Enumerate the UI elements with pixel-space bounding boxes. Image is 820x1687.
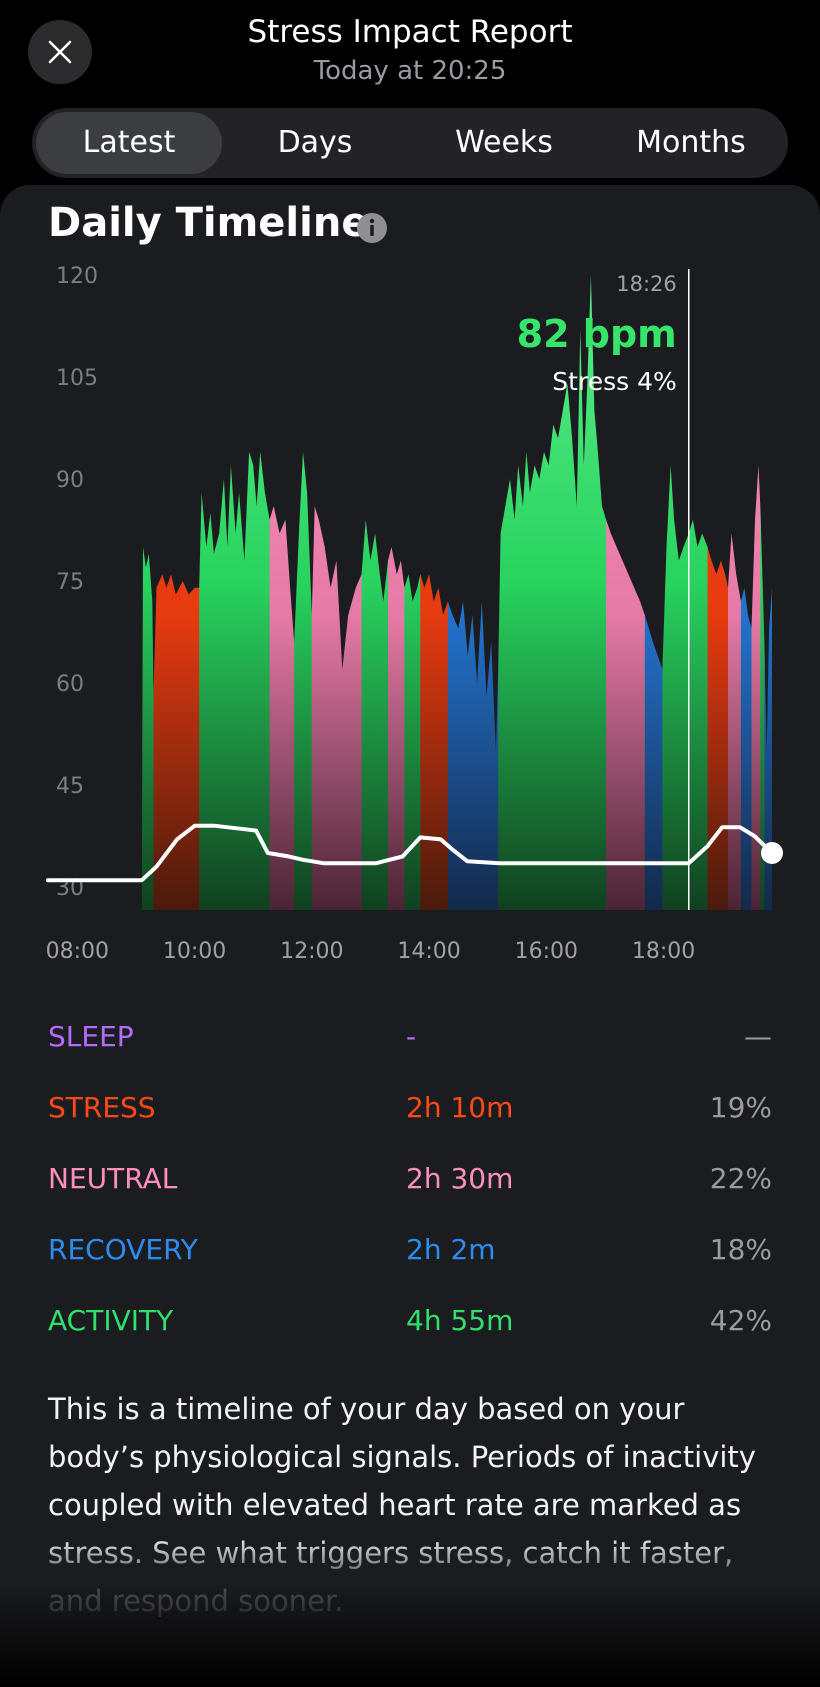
zone-segment-recovery [447,275,499,910]
zone-segment-activity [141,275,155,910]
x-tick-label: 14:00 [397,939,460,964]
info-icon[interactable] [356,212,388,244]
zone-areas [141,275,772,910]
zone-segment-activity [760,275,765,910]
y-tick-label: 90 [56,468,84,493]
zone-segment-neutral [311,275,363,910]
close-button[interactable] [28,20,92,84]
stat-name: RECOVERY [48,1233,198,1266]
stat-duration: 2h 2m [406,1233,496,1266]
zone-segment-neutral [751,275,761,910]
zone-segment-stress [420,275,449,910]
stress-level-line [46,823,774,883]
stat-percent: 22% [709,1162,772,1195]
stat-name: SLEEP [48,1020,134,1053]
zone-segment-stress [707,275,729,910]
bottom-fade [0,1535,820,1687]
tab-days[interactable]: Days [277,125,353,160]
zone-segment-recovery [740,275,753,910]
stat-duration: 4h 55m [406,1304,514,1337]
y-tick-label: 60 [56,672,84,697]
x-tick-label: 08:00 [46,939,109,964]
zone-segment-recovery [764,275,772,910]
stress-level-endpoint [761,842,783,864]
page-title: Stress Impact Report [247,14,573,50]
stat-row-sleep: SLEEP - — [0,1020,820,1070]
stat-row-stress: STRESS 2h 10m 19% [0,1091,820,1141]
stat-row-activity: ACTIVITY 4h 55m 42% [0,1304,820,1354]
y-tick-label: 120 [56,264,98,289]
y-tick-label: 75 [56,570,84,595]
zone-segment-neutral [388,275,405,910]
tab-latest[interactable]: Latest [36,112,222,174]
x-tick-label: 18:00 [632,939,695,964]
x-tick-label: 10:00 [163,939,226,964]
stat-percent: 42% [709,1304,772,1337]
zone-segment-activity [199,275,271,910]
stat-duration: 2h 30m [406,1162,514,1195]
stat-percent: 19% [709,1091,772,1124]
period-tabs: Latest Days Weeks Months [32,108,788,178]
tab-weeks[interactable]: Weeks [455,125,553,160]
y-tick-label: 105 [56,366,98,391]
stat-duration: 2h 10m [406,1091,514,1124]
stat-name: ACTIVITY [48,1304,174,1337]
stat-percent: 18% [709,1233,772,1266]
cursor-bpm-value: 82 bpm [517,312,677,356]
stat-row-neutral: NEUTRAL 2h 30m 22% [0,1162,820,1212]
x-tick-label: 12:00 [280,939,343,964]
stat-row-recovery: RECOVERY 2h 2m 18% [0,1233,820,1283]
stat-name: STRESS [48,1091,156,1124]
zone-segment-neutral [269,275,295,910]
zone-segment-activity [361,275,389,910]
zone-segment-activity [404,275,421,910]
zone-segment-stress [153,275,200,910]
x-tick-label: 16:00 [515,939,578,964]
x-axis-ticks: 08:00 10:00 12:00 14:00 16:00 18:00 [46,939,696,964]
report-card [0,185,820,1687]
page-subtitle: Today at 20:25 [313,56,507,86]
stat-name: NEUTRAL [48,1162,178,1195]
zone-segment-neutral [728,275,742,910]
close-icon [48,40,72,64]
section-title: Daily Timeline [48,200,369,246]
stat-percent: — [744,1020,772,1053]
zone-segment-activity [294,275,313,910]
cursor-stress-value: Stress 4% [552,367,676,396]
y-tick-label: 45 [56,774,84,799]
tab-months[interactable]: Months [636,125,746,160]
cursor-time-label: 18:26 [616,272,677,296]
stat-duration: - [406,1020,417,1053]
